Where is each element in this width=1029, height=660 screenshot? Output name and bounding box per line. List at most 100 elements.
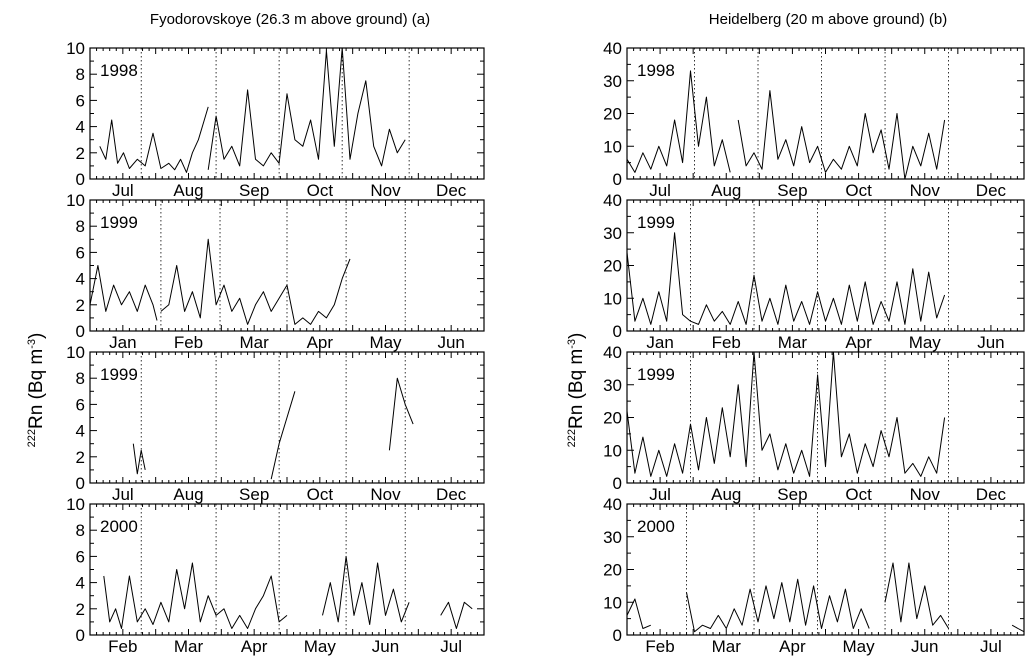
month-label: Feb [108,637,137,656]
y-tick-label: 20 [603,257,622,276]
y-axis-label-a-main: Rn (Bq m [26,349,47,429]
plot-frame [626,503,1025,636]
series-line [686,578,870,633]
month-label: Mar [174,637,204,656]
plot-area: 0 2 4 6 8 10 Jul Aug Sep Oct Nov Dec 1998 0 2 4 6 8 10 Jan F… [66,39,1025,656]
month-label: Jun [437,333,464,352]
month-label: Jul [440,637,462,656]
y-tick-label: 40 [603,191,622,210]
plot-frame [626,351,1025,484]
month-label: May [304,637,337,656]
month-label: Jun [911,637,938,656]
y-tick-label: 40 [603,39,622,58]
month-label: Dec [436,181,467,200]
y-tick-label: 2 [76,448,85,467]
month-label: Nov [910,181,941,200]
y-tick-label: 4 [76,574,85,593]
month-label: Feb [712,333,741,352]
y-tick-label: 4 [76,270,85,289]
year-label: 1998 [637,61,675,80]
panel-b-1: 0 10 20 30 40 Jul Aug Sep Oct Nov Dec 1998 [603,39,1025,200]
panel-a-4: 0 2 4 6 8 10 Feb Mar Apr May Jun Jul 2000 [66,495,485,656]
month-label: Jul [649,485,671,504]
y-axis-label-a: 222Rn (Bq m-3) [26,333,47,448]
panel-a-2: 0 2 4 6 8 10 Jan Feb Mar Apr May Jun 1999 [66,191,485,352]
y-tick-label: 10 [66,39,85,58]
series-line [160,238,351,325]
year-label: 2000 [100,517,138,536]
y-tick-label: 30 [603,224,622,243]
year-label: 1999 [637,365,675,384]
y-tick-label: 0 [76,322,85,341]
y-tick-label: 30 [603,528,622,547]
series-line [1011,624,1025,633]
month-label: Feb [174,333,203,352]
month-label: Oct [845,485,872,504]
series-line [207,47,406,170]
series-line [322,555,410,625]
series-line [884,562,950,629]
month-label: Jul [980,637,1002,656]
series-line [89,265,158,321]
y-tick-label: 4 [76,422,85,441]
month-label: Aug [711,485,741,504]
month-label: Sep [777,485,807,504]
month-label: Jul [649,181,671,200]
y-tick-label: 10 [66,191,85,210]
month-label: Oct [845,181,872,200]
series-line [99,106,209,173]
year-label: 1999 [100,213,138,232]
y-tick-label: 10 [603,137,622,156]
series-line [626,351,946,477]
plot-frame [626,199,1025,332]
y-tick-label: 2 [76,296,85,315]
y-tick-label: 0 [613,626,622,645]
month-label: Apr [241,637,268,656]
series-line [626,232,946,325]
series-line [626,70,731,173]
y-tick-label: 6 [76,547,85,566]
month-label: Nov [370,181,401,200]
y-axis-label-a-exp: -3 [26,339,38,349]
y-tick-label: 0 [76,626,85,645]
month-label: Jan [646,333,673,352]
month-label: Dec [976,181,1007,200]
month-label: Mar [712,637,742,656]
month-label: Oct [307,485,334,504]
month-label: Oct [307,181,334,200]
year-label: 1998 [100,61,138,80]
month-label: Aug [173,485,203,504]
y-axis-label-b-sup: 222 [566,429,578,447]
month-label: Feb [645,637,674,656]
month-label: Jan [109,333,136,352]
month-label: Sep [239,181,269,200]
y-tick-label: 8 [76,217,85,236]
month-label: Dec [436,485,467,504]
month-label: Nov [370,485,401,504]
y-tick-label: 0 [613,322,622,341]
month-label: Jul [112,485,134,504]
panel-b-2: 0 10 20 30 40 Jan Feb Mar Apr May Jun 1999 [603,191,1025,352]
panel-a-title: Fyodorovskoye (26.3 m above ground) (a) [150,11,430,28]
y-tick-label: 8 [76,65,85,84]
plot-frame [626,47,1025,180]
month-label: Apr [779,637,806,656]
month-label: May [843,637,876,656]
panel-b-3: 0 10 20 30 40 Jul Aug Sep Oct Nov Dec 1999 [603,343,1025,504]
y-axis-label-b: 222Rn (Bq m-3) [566,333,587,448]
series-line [626,598,651,629]
y-tick-label: 20 [603,409,622,428]
plot-frame [89,47,485,180]
y-tick-label: 4 [76,118,85,137]
y-axis-label-b-main: Rn (Bq m [566,349,587,429]
month-label: Mar [240,333,270,352]
series-line [103,562,288,629]
y-tick-label: 6 [76,395,85,414]
year-label: 1999 [100,365,138,384]
y-tick-label: 10 [66,495,85,514]
month-label: Aug [711,181,741,200]
y-tick-label: 2 [76,144,85,163]
month-label: May [909,333,942,352]
year-label: 1999 [637,213,675,232]
